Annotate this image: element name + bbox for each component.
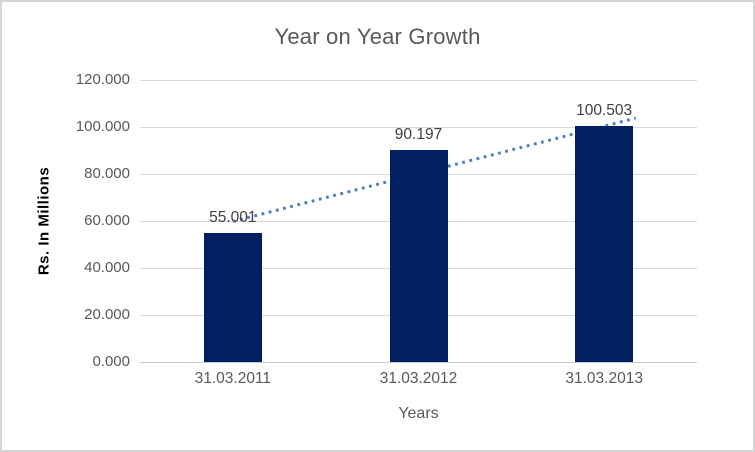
chart-title: Year on Year Growth [274,24,481,49]
x-axis-title: Years [398,405,439,422]
bar [575,125,634,362]
y-tick-label: 100.000 [75,118,130,135]
y-tick-label: 40.000 [84,259,130,276]
x-tick-label: 31.03.2012 [379,370,458,387]
x-tick-label: 31.03.2011 [194,370,272,387]
bar [203,232,262,362]
y-tick-label: 20.000 [84,306,130,323]
y-tick-label: 60.000 [84,212,130,229]
bar-data-label: 55.001 [209,208,257,226]
y-tick-label: 120.000 [75,71,130,88]
gridline [140,127,697,128]
bar [389,150,448,362]
x-tick-label: 31.03.2013 [565,370,643,387]
x-axis-line [140,362,697,363]
gridline [140,80,697,81]
y-tick-label: 80.000 [84,165,130,182]
bar-data-label: 90.197 [394,126,443,144]
bar-data-label: 100.503 [576,101,633,119]
y-tick-label: 0.000 [92,353,130,370]
